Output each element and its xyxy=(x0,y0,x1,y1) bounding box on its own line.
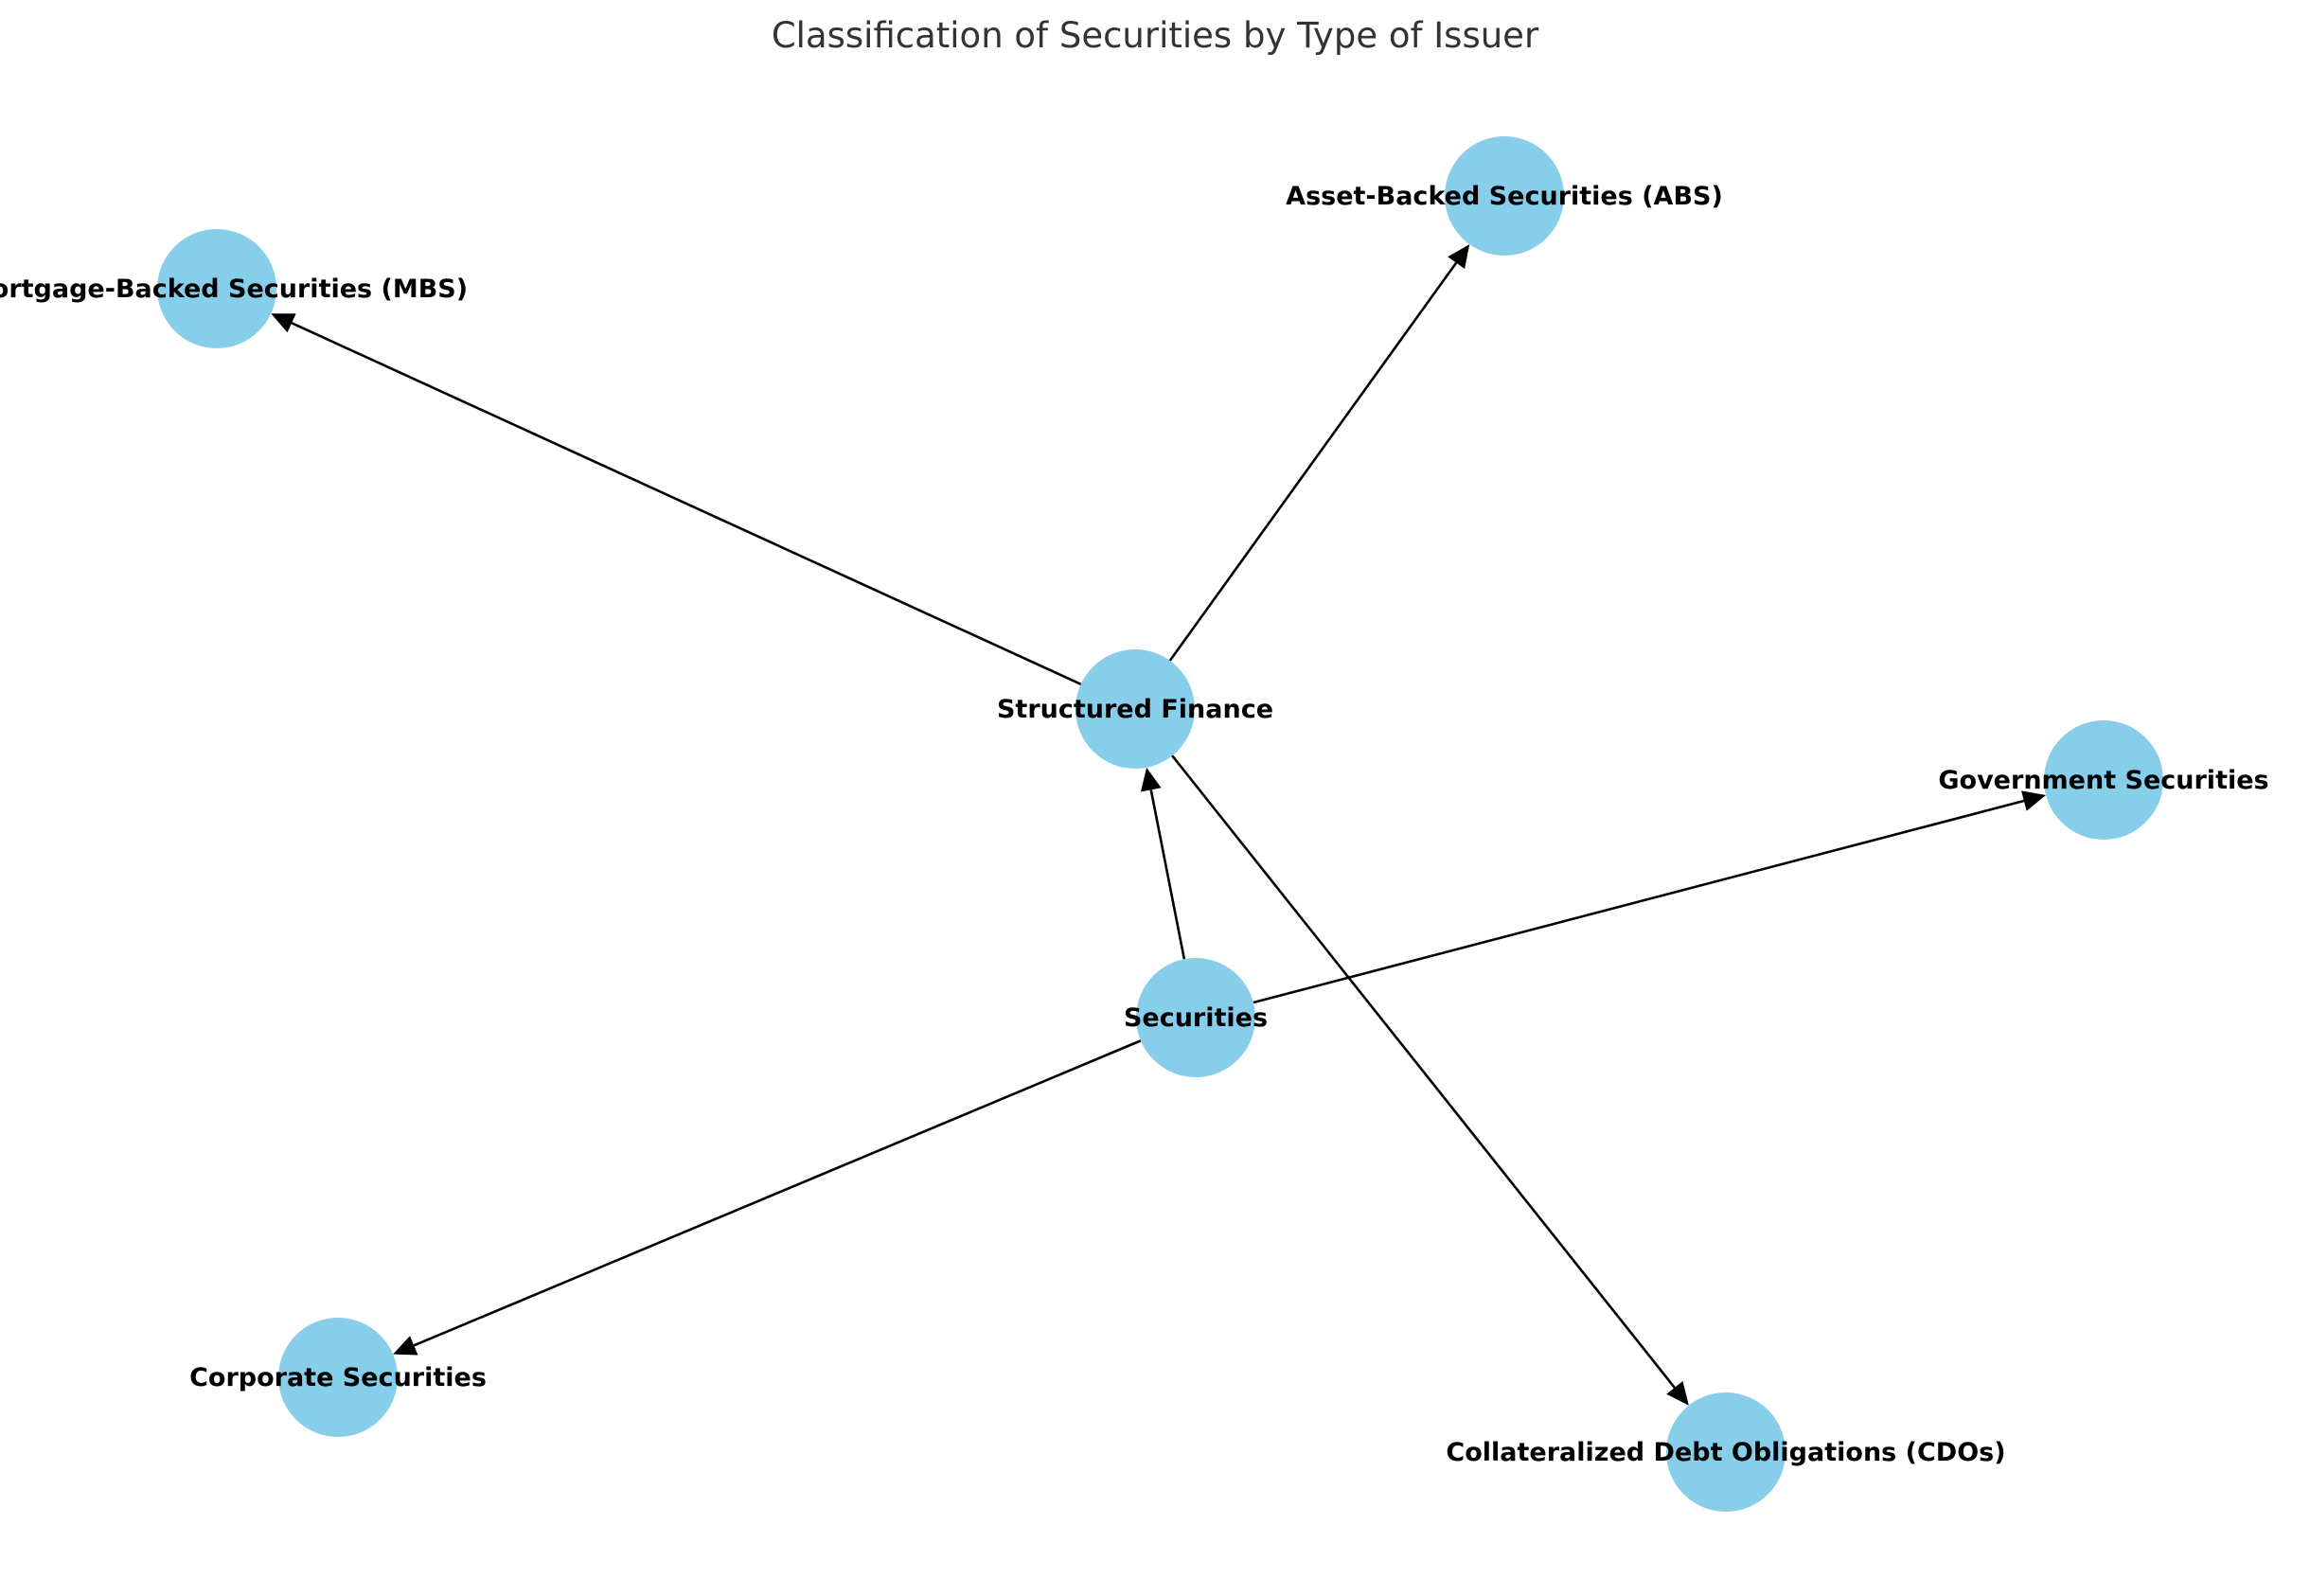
node-corp xyxy=(278,1318,398,1437)
node-cdo xyxy=(1666,1392,1786,1512)
arrowhead-icon xyxy=(393,1336,418,1356)
arrowhead-icon xyxy=(2021,790,2047,811)
node-securities xyxy=(1136,958,1255,1077)
node-label-corp: Corporate Securities xyxy=(189,1363,487,1392)
edges-layer xyxy=(271,244,2047,1406)
labels-layer: Securities Structured Finance Mortgage-Bac… xyxy=(0,182,2269,1467)
arrowhead-icon xyxy=(1140,767,1162,792)
edge-line xyxy=(1253,799,2025,1004)
node-label-gov: Government Securities xyxy=(1938,766,2268,795)
node-label-mbs: Mortgage-Backed Securities (MBS) xyxy=(0,275,468,304)
diagram-title: Classification of Securities by Type of … xyxy=(772,15,1539,56)
node-mbs xyxy=(157,229,276,348)
node-label-structured: Structured Finance xyxy=(997,695,1273,724)
edge-structured-to-mbs xyxy=(271,313,1082,685)
node-label-securities: Securities xyxy=(1124,1003,1268,1033)
edge-securities-to-corp xyxy=(393,1039,1142,1356)
nodes-layer xyxy=(157,136,2163,1512)
arrowhead-icon xyxy=(271,313,296,333)
arrowhead-icon xyxy=(1448,244,1470,270)
node-structured xyxy=(1075,649,1195,769)
edge-line xyxy=(1168,261,1458,662)
edge-line xyxy=(1171,754,1676,1389)
node-label-cdo: Collateralized Debt Obligations (CDOs) xyxy=(1446,1438,2005,1467)
edge-line xyxy=(291,322,1082,685)
edge-structured-to-abs xyxy=(1168,244,1470,662)
node-label-abs: Asset-Backed Securities (ABS) xyxy=(1286,182,1723,211)
edge-line xyxy=(413,1039,1142,1347)
node-gov xyxy=(2044,720,2163,840)
node-abs xyxy=(1445,136,1564,256)
edge-line xyxy=(1149,789,1186,960)
edge-securities-to-gov xyxy=(1253,790,2047,1004)
arrowhead-icon xyxy=(1666,1381,1689,1406)
edge-securities-to-structured xyxy=(1140,767,1186,960)
edge-structured-to-cdo xyxy=(1171,754,1689,1406)
